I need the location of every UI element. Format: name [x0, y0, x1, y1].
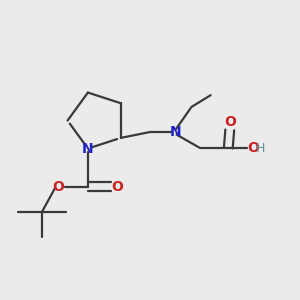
Text: O: O [248, 141, 259, 155]
Text: N: N [82, 142, 94, 156]
Text: O: O [224, 115, 236, 129]
Text: O: O [52, 180, 64, 194]
Text: N: N [169, 125, 181, 139]
Text: H: H [256, 142, 265, 155]
Text: O: O [112, 180, 124, 194]
